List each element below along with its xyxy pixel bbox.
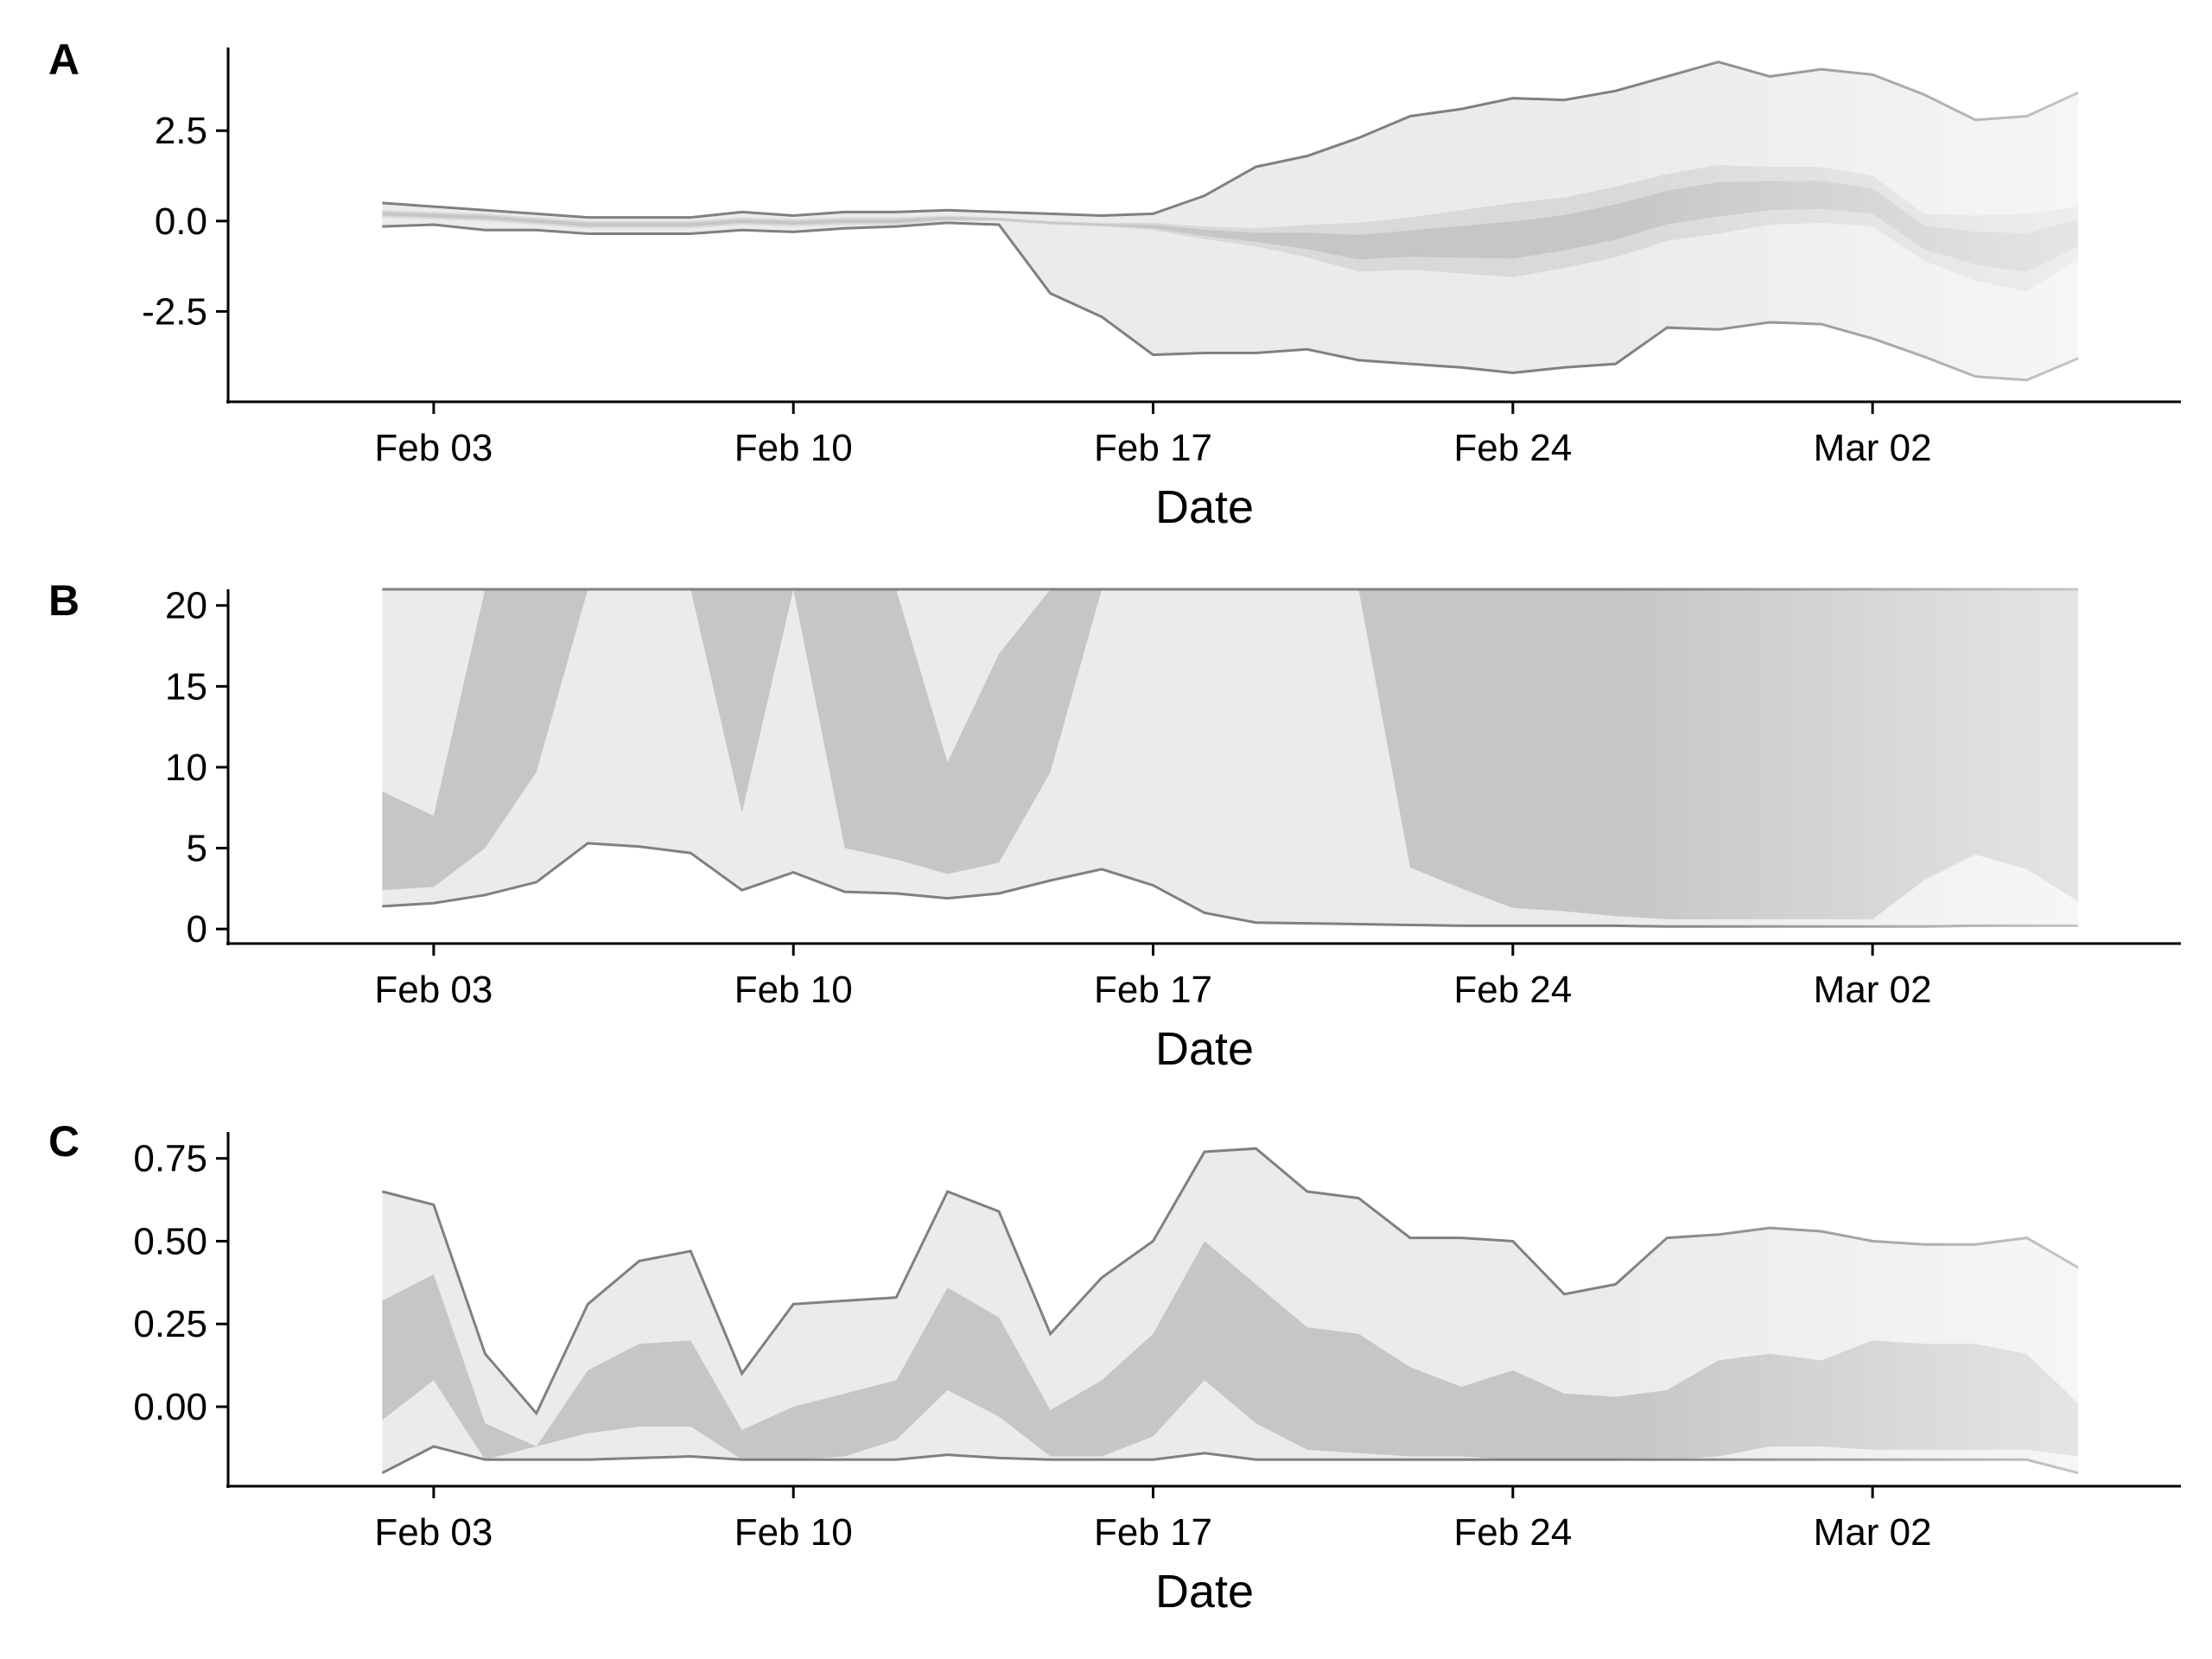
- panel-a: 2.5 0.0 -2.5 Feb 03 Feb 10 Feb 17 Feb 24 Mar 02…: [48, 35, 2181, 533]
- plot-area: 2.5 0.0 -2.5 Feb 03 Feb 10 Feb 17 Feb 24 Mar 02…: [142, 39, 2181, 533]
- x-tick-label: Feb 10: [734, 427, 853, 469]
- x-tick-label: Feb 03: [374, 1511, 493, 1554]
- y-tick-label: 0: [187, 908, 207, 950]
- plot-area: 20 15 10 5 0 Feb 03 Feb 10 Feb 17 Feb 24 Mar 02 Da…: [165, 581, 2181, 1075]
- x-tick-label: Feb 10: [734, 969, 853, 1011]
- panel-b: 20 15 10 5 0 Feb 03 Feb 10 Feb 17 Feb 24 Mar 02 Da…: [48, 576, 2181, 1075]
- recent-fade-overlay: [1615, 1123, 2081, 1484]
- x-tick-label: Feb 17: [1094, 427, 1212, 469]
- x-tick-label: Feb 24: [1453, 1511, 1572, 1554]
- x-tick-label: Mar 02: [1814, 969, 1932, 1011]
- x-axis-title: Date: [1155, 481, 1254, 533]
- x-tick-label: Feb 03: [374, 969, 493, 1011]
- x-tick-label: Feb 24: [1453, 427, 1572, 469]
- recent-fade-overlay: [1615, 39, 2081, 400]
- y-tick-label: 0.0: [155, 200, 207, 243]
- y-tick-label: 0.25: [133, 1303, 207, 1345]
- x-tick-label: Mar 02: [1814, 1511, 1932, 1554]
- x-tick-label: Feb 10: [734, 1511, 853, 1554]
- y-tick-label: 0.00: [133, 1386, 207, 1428]
- panel-b-tag: B: [48, 576, 79, 625]
- panel-c: 0.75 0.50 0.25 0.00 Feb 03 Feb 10 Feb 17 Feb 24…: [48, 1117, 2181, 1618]
- y-tick-label: 0.75: [133, 1138, 207, 1180]
- x-tick-label: Feb 24: [1453, 969, 1572, 1011]
- recent-fade-overlay: [1615, 581, 2081, 942]
- y-tick-label: -2.5: [142, 290, 207, 333]
- plot-area: 0.75 0.50 0.25 0.00 Feb 03 Feb 10 Feb 17 Feb 24…: [133, 1123, 2181, 1618]
- panel-c-tag: C: [48, 1117, 79, 1166]
- y-tick-label: 20: [165, 585, 207, 627]
- x-tick-label: Feb 17: [1094, 969, 1212, 1011]
- x-axis-title: Date: [1155, 1023, 1254, 1075]
- y-tick-label: 10: [165, 747, 207, 789]
- panel-a-tag: A: [48, 35, 79, 84]
- x-tick-label: Mar 02: [1814, 427, 1932, 469]
- x-tick-label: Feb 03: [374, 427, 493, 469]
- y-tick-label: 15: [165, 665, 207, 708]
- x-tick-label: Feb 17: [1094, 1511, 1212, 1554]
- y-tick-label: 2.5: [155, 110, 207, 152]
- y-tick-label: 0.50: [133, 1220, 207, 1262]
- x-axis-title: Date: [1155, 1566, 1254, 1618]
- y-tick-label: 5: [187, 828, 207, 870]
